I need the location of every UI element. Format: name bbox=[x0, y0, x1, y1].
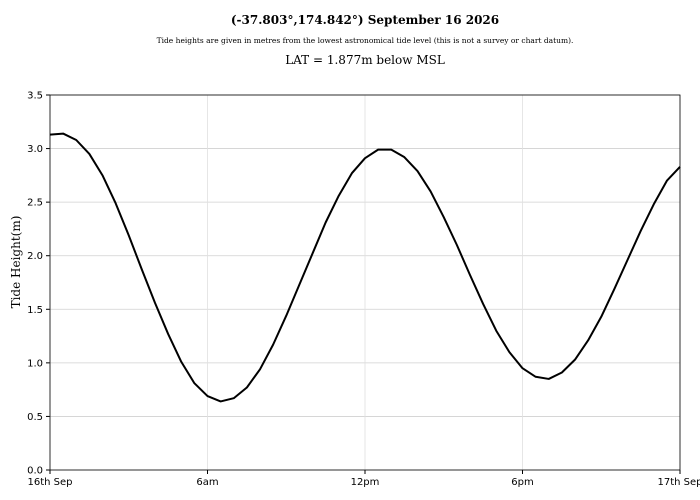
x-tick-label: 16th Sep bbox=[27, 477, 72, 488]
x-tick-label: 17th Sep bbox=[657, 477, 700, 488]
y-tick-label: 3.0 bbox=[27, 144, 43, 155]
y-tick-label: 2.0 bbox=[27, 251, 43, 262]
x-tick-label: 6pm bbox=[511, 477, 533, 488]
y-tick-label: 0.0 bbox=[27, 466, 43, 477]
y-tick-label: 2.5 bbox=[27, 198, 43, 209]
x-tick-label: 12pm bbox=[351, 477, 380, 488]
annotation: LAT = 1.877m below MSL bbox=[285, 53, 445, 67]
y-tick-label: 0.5 bbox=[27, 412, 43, 423]
y-tick-label: 1.0 bbox=[27, 358, 43, 369]
plot-frame bbox=[49, 94, 681, 471]
y-tick-label: 1.5 bbox=[27, 305, 43, 316]
tide-line bbox=[49, 132, 681, 403]
y-tick-label: 3.5 bbox=[27, 91, 43, 102]
x-tick-label: 6am bbox=[196, 477, 218, 488]
chart-subtitle: Tide heights are given in metres from th… bbox=[157, 36, 574, 45]
y-axis-label: Tide Height(m) bbox=[9, 216, 23, 309]
chart-title: (-37.803°,174.842°) September 16 2026 bbox=[231, 13, 499, 27]
